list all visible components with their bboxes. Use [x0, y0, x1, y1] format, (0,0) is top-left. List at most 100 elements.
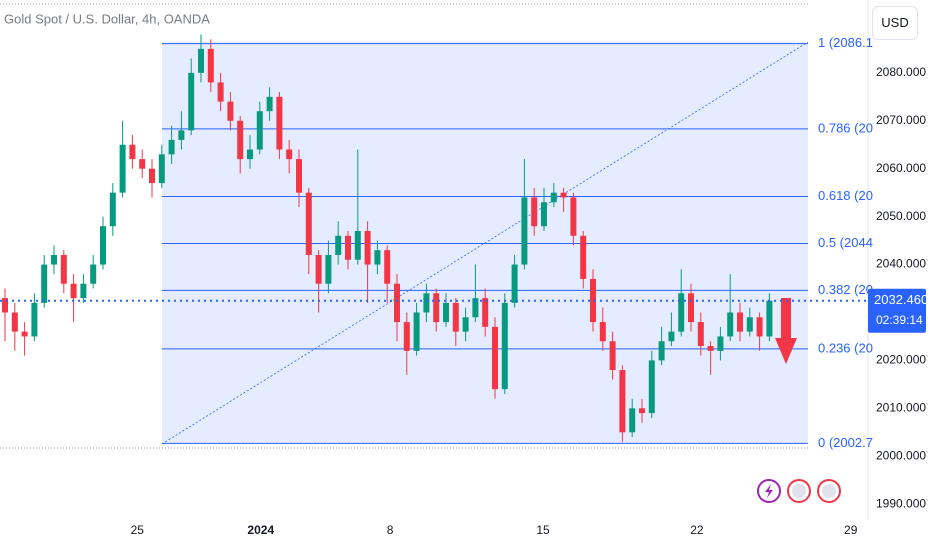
candle-body [276, 96, 283, 150]
candle-body [227, 101, 234, 121]
candle-body [41, 264, 48, 303]
candle-body [11, 312, 18, 332]
candle-body [100, 226, 106, 265]
candle-body [452, 302, 459, 332]
fib-label: 0 (2002.7 [818, 435, 873, 450]
candle-body [188, 72, 195, 131]
candle-body [492, 326, 498, 390]
plot [2, 34, 808, 444]
candle-body [737, 312, 743, 332]
candle-body [335, 235, 342, 255]
candle-body [109, 192, 116, 227]
candle-body [256, 111, 263, 150]
candle-body [217, 82, 224, 102]
candle-body [678, 293, 685, 332]
candle-body [394, 283, 400, 323]
candle-body [609, 341, 616, 370]
candle-body [178, 130, 185, 140]
candle-body [580, 235, 587, 279]
candle-body [374, 250, 381, 265]
candle-body [599, 322, 606, 342]
candle-body [158, 154, 165, 184]
x-tick-label: 22 [690, 523, 704, 537]
candle-body [570, 197, 577, 236]
last-price-label: 2032.460 [874, 292, 928, 307]
candle-body [756, 317, 763, 337]
candle-body [21, 331, 28, 337]
candle-body [413, 312, 420, 351]
candle-body [550, 192, 557, 203]
candle-body [60, 254, 67, 284]
icon-glyph [765, 484, 773, 498]
fib-label: 0.236 (20 [818, 340, 873, 355]
fib-label: 0.618 (20 [818, 188, 873, 203]
chart-title: Gold Spot / U.S. Dollar, 4h, OANDA [4, 11, 210, 26]
candle-body [707, 346, 714, 351]
candle-body [325, 254, 332, 284]
event-icons [757, 479, 841, 503]
candle-body [70, 283, 77, 299]
candle-body [266, 96, 273, 112]
candle-body [129, 144, 136, 160]
candle-body [31, 302, 38, 337]
fib-label: 1 (2086.1 [818, 35, 873, 50]
candle-body [511, 264, 518, 303]
candle-body [384, 250, 391, 284]
candle-body [746, 317, 753, 332]
candle-body [462, 317, 469, 332]
candle-body [433, 293, 440, 323]
candle-body [443, 302, 449, 323]
x-tick-label: 2024 [247, 523, 274, 537]
candle-body [286, 149, 293, 160]
candle-body [560, 192, 567, 198]
candle-body [766, 300, 773, 337]
y-tick-label: 2000.000 [876, 448, 926, 462]
fib-label: 0.5 (2044 [818, 235, 873, 250]
candle-body [629, 408, 636, 433]
candle-body [80, 283, 87, 299]
candle-body [619, 369, 626, 433]
candle-body [364, 231, 371, 265]
icon-glyph [822, 484, 836, 498]
candle-body [521, 197, 528, 265]
y-tick-label: 2010.000 [876, 401, 926, 415]
candle-body [198, 48, 204, 73]
candle-body [296, 159, 302, 193]
down-arrow [775, 298, 797, 364]
candle-body [315, 254, 322, 284]
y-tick-label: 1990.000 [876, 496, 926, 510]
candle-body [648, 360, 655, 414]
countdown-label: 02:39:14 [876, 313, 923, 327]
candle-body [668, 331, 675, 342]
candle-body [688, 293, 694, 323]
candle-body [2, 298, 8, 313]
candle-body [237, 120, 244, 160]
candle-body [354, 231, 361, 260]
candle-body [531, 197, 538, 227]
y-tick-label: 2060.000 [876, 161, 926, 175]
candle-body [119, 144, 126, 193]
candle-body [423, 293, 430, 313]
candle-body [149, 168, 155, 184]
candle-body [403, 322, 410, 351]
x-tick-label: 8 [387, 523, 394, 537]
candle-body [90, 264, 97, 284]
candle-body [345, 235, 351, 260]
candle-body [51, 254, 57, 265]
candle-body [501, 302, 508, 390]
candle-body [590, 278, 596, 323]
candle-body [482, 298, 489, 327]
y-tick-label: 2070.000 [876, 113, 926, 127]
candle-body [207, 48, 214, 83]
fib-label: 0.382 (20 [818, 282, 873, 297]
currency-button[interactable]: USD [872, 6, 918, 40]
x-tick-label: 25 [131, 523, 145, 537]
y-tick-label: 2050.000 [876, 209, 926, 223]
x-tick-label: 29 [844, 523, 858, 537]
icon-glyph [792, 484, 806, 498]
candle-body [717, 336, 724, 351]
candle-body [168, 139, 175, 155]
